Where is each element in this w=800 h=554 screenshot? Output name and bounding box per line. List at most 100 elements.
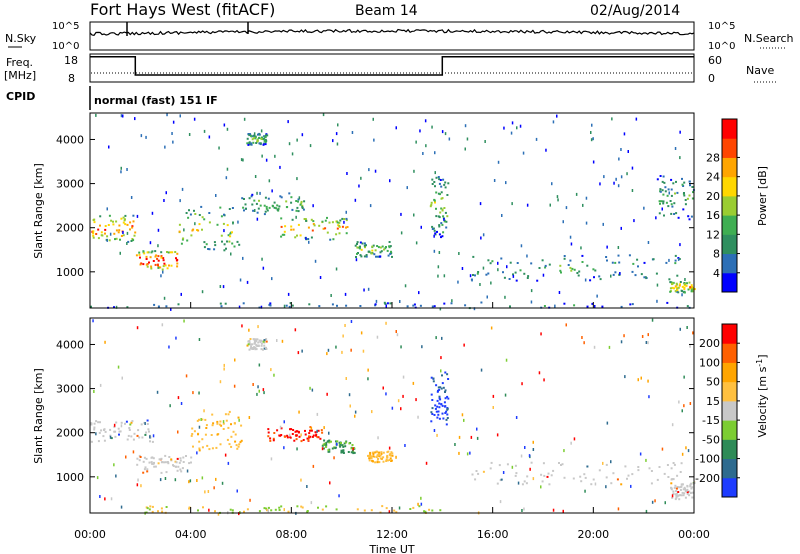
- velocity-cbar-tick-1: 100: [699, 356, 720, 369]
- nsearch-tick-bottom: 10^0: [708, 41, 735, 52]
- velocity-x-axis: 00:00 04:00 08:00 12:00 16:00 20:00 00:00: [74, 302, 710, 541]
- power-cbar-swatch-2: [722, 234, 737, 255]
- power-echo-region-1: [135, 250, 179, 271]
- xtick-label-1: 04:00: [175, 528, 207, 541]
- power-cbar-frame: [721, 118, 738, 293]
- power-cbar-swatch-6: [722, 157, 737, 178]
- power-echo-layer: [90, 113, 696, 311]
- velocity-cbar-tick-4: -15: [702, 414, 720, 427]
- nsky-panel: N.Sky 10^5 10^0 10^5 10^0 N.Search: [5, 21, 794, 52]
- velocity-frame: [89, 317, 695, 514]
- velocity-cbar-label: Velocity [m s-1]: [755, 354, 769, 437]
- velocity-ytick-label-2: 3000: [56, 383, 84, 396]
- power-cbar-swatch-3: [722, 215, 737, 235]
- xtick-label-4: 16:00: [477, 528, 509, 541]
- freq-unit: [MHz]: [4, 69, 36, 82]
- velocity-cbar-swatch-4: [722, 400, 737, 421]
- power-cbar-tick-0: 4: [713, 267, 720, 280]
- date-label: 02/Aug/2014: [590, 3, 680, 19]
- velocity-cbar-swatch-1: [722, 458, 737, 479]
- nsky-tick-bottom: 10^0: [52, 41, 79, 52]
- velocity-cbar-label-sup: -1: [755, 359, 764, 367]
- velocity-cbar-swatch-8: [722, 324, 737, 344]
- power-cbar-swatch-5: [722, 176, 737, 197]
- power-y-axis: 1000 2000 3000 4000: [56, 133, 694, 279]
- velocity-cbar-tick-0: 200: [699, 337, 720, 350]
- nsky-frame: [89, 21, 695, 51]
- velocity-cbar-swatch-6: [722, 362, 737, 383]
- velocity-cbar-tick-5: -50: [702, 433, 720, 446]
- power-cbar-tick-1: 8: [713, 248, 720, 261]
- nsky-trace: [89, 28, 695, 36]
- power-ylabel: Slant Range [km]: [32, 163, 45, 259]
- velocity-echo-region-10: [670, 481, 696, 501]
- power-echo-region-2: [178, 205, 241, 252]
- power-cbar-tick-5: 24: [706, 171, 720, 184]
- velocity-echo-region-6: [246, 338, 268, 351]
- velocity-ytick-label-0: 1000: [56, 471, 84, 484]
- velocity-echo-region-4: [321, 439, 356, 455]
- power-cbar-swatch-0: [722, 272, 737, 293]
- velocity-cbar-frame: [721, 323, 738, 498]
- velocity-echo-region-8: [471, 461, 683, 486]
- velocity-cbar-swatch-0: [722, 477, 737, 498]
- velocity-echo-layer: [90, 318, 696, 516]
- xtick-label-5: 20:00: [577, 528, 609, 541]
- station-title: Fort Hays West (fitACF): [90, 0, 275, 19]
- freq-label: Freq.: [6, 56, 33, 69]
- power-echo-region-9: [656, 175, 695, 221]
- power-cbar-swatch-4: [722, 195, 737, 216]
- power-cbar-tick-6: 28: [706, 151, 720, 164]
- power-cbar-swatch-7: [722, 138, 737, 158]
- power-ytick-label-1: 2000: [56, 222, 84, 235]
- x-axis-label: Time UT: [368, 543, 414, 554]
- velocity-echo-region-5: [367, 450, 394, 464]
- nsky-label: N.Sky: [5, 32, 37, 45]
- power-echo-region-5: [354, 241, 393, 258]
- power-colorbar: 4 8 12 16 20 24 28: [706, 118, 740, 293]
- velocity-noise: [92, 318, 694, 516]
- nave-label: Nave: [746, 64, 774, 77]
- velocity-y-axis: 1000 2000 3000 4000: [56, 338, 694, 484]
- power-ytick-label-3: 4000: [56, 133, 84, 146]
- beam-label: Beam 14: [355, 3, 418, 19]
- power-cbar-swatch-8: [722, 119, 737, 139]
- nave-tick-bottom: 0: [708, 72, 715, 85]
- velocity-echo-region-7: [430, 371, 450, 426]
- xtick-label-3: 12:00: [376, 528, 408, 541]
- velocity-cbar-swatch-7: [722, 343, 737, 363]
- nsky-tick-top: 10^5: [52, 21, 79, 32]
- power-cbar-tick-3: 16: [706, 209, 720, 222]
- velocity-ytick-label-3: 4000: [56, 338, 84, 351]
- power-cbar-tick-4: 20: [706, 190, 720, 203]
- power-echo-region-10: [669, 281, 696, 294]
- power-cbar-swatch-1: [722, 253, 737, 274]
- power-noise: [95, 113, 686, 311]
- velocity-panel: 1000 2000 3000 4000 00:00 04:00 08:00 12:00 16:…: [32, 302, 769, 554]
- power-echo-region-6: [246, 132, 269, 146]
- velocity-echo-region-2: [190, 410, 243, 452]
- velocity-cbar-swatch-3: [722, 420, 737, 440]
- freq-tick-bottom: 8: [68, 72, 75, 85]
- power-panel: 1000 2000 3000 4000 Slant Range [km] 4 8 12 16…: [32, 112, 769, 311]
- velocity-cbar-tick-7: -200: [695, 472, 720, 485]
- velocity-echo-region-1: [136, 454, 193, 474]
- xtick-label-0: 00:00: [74, 528, 106, 541]
- freq-panel: Freq. [MHz] 18 8 60 0 Nave: [4, 53, 776, 85]
- nsearch-label: N.Search: [744, 32, 794, 45]
- xtick-label-2: 08:00: [275, 528, 307, 541]
- freq-trace: [90, 56, 694, 76]
- velocity-cbar-label-end: ]: [756, 354, 769, 358]
- velocity-echo-region-3: [267, 426, 324, 443]
- velocity-cbar-swatch-5: [722, 381, 737, 402]
- power-ytick-label-2: 3000: [56, 178, 84, 191]
- freq-frame: [89, 53, 695, 83]
- power-cbar-label: Power [dB]: [756, 166, 769, 226]
- power-cbar-tick-2: 12: [706, 228, 720, 241]
- power-ytick-label-0: 1000: [56, 266, 84, 279]
- power-frame: [89, 112, 695, 309]
- power-echo-region-4: [280, 216, 349, 241]
- xtick-label-6: 00:00: [678, 528, 710, 541]
- power-echo-region-3: [241, 192, 306, 216]
- velocity-cbar-tick-3: 15: [706, 395, 720, 408]
